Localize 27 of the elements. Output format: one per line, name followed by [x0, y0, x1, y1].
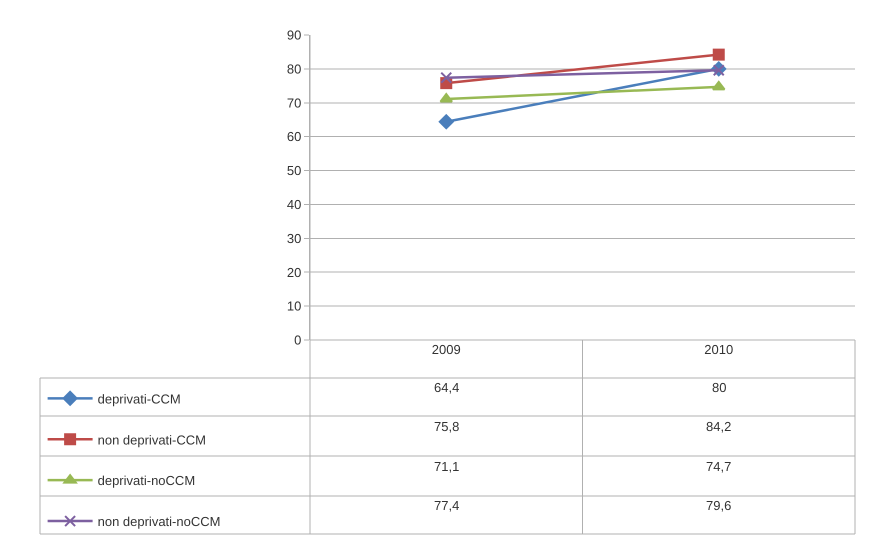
data-label: 74,7 [706, 459, 732, 474]
y-tick-label: 10 [286, 298, 302, 314]
data-label: 84,2 [706, 419, 732, 434]
y-tick-label: 50 [286, 163, 302, 178]
y-tick-label: 80 [286, 61, 302, 76]
x-tick-label: 2009 [432, 342, 461, 357]
legend-label: non deprivati-CCM [98, 432, 206, 448]
data-label: 75,8 [434, 419, 460, 434]
point [712, 48, 725, 61]
y-tick-label: 90 [286, 28, 302, 43]
point [438, 114, 454, 130]
data-label: 71,1 [434, 459, 460, 474]
y-tick-label: 0 [294, 332, 302, 348]
data-label: 79,6 [706, 498, 732, 513]
y-tick-label: 60 [286, 129, 302, 144]
data-label: 77,4 [434, 498, 460, 513]
data-label: 64,4 [434, 380, 460, 395]
legend-label: deprivati-CCM [98, 391, 181, 406]
point [440, 72, 452, 84]
legend-label: non deprivati-noCCM [98, 514, 220, 530]
y-tick-label: 70 [286, 95, 302, 110]
y-tick-label: 20 [286, 264, 302, 280]
data-label: 80 [712, 380, 726, 395]
x-tick-label: 2010 [704, 342, 734, 357]
legend-label: deprivati-noCCM [98, 473, 196, 488]
y-tick-label: 40 [286, 196, 302, 212]
y-tick-label: 30 [286, 230, 302, 246]
